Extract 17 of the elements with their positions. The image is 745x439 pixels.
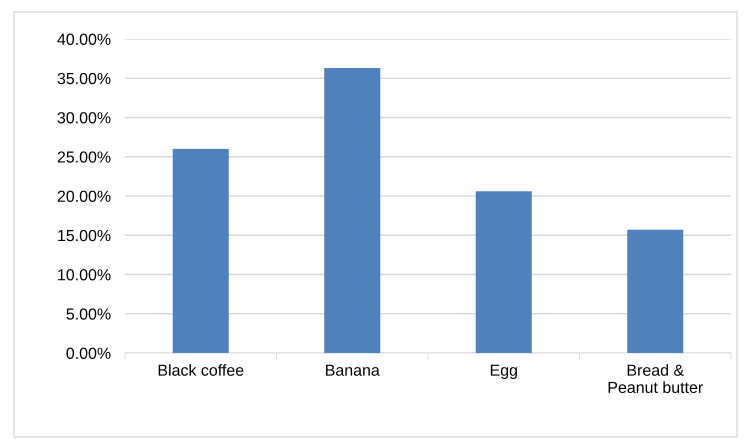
y-tick-label: 0.00%	[66, 348, 111, 359]
bar	[476, 191, 532, 353]
x-tick-label: Egg	[490, 364, 517, 379]
y-tick-label: 25.00%	[58, 151, 111, 163]
y-tick-label: 40.00%	[57, 34, 111, 45]
bar	[172, 148, 229, 353]
y-tick-label: 20.00%	[58, 190, 111, 202]
y-tick-label: 15.00%	[58, 230, 111, 242]
y-tick-label: 5.00%	[66, 308, 111, 320]
bar	[324, 68, 380, 353]
x-tick-label: Black coffee	[158, 364, 244, 376]
x-tick-label: Bread & Peanut butter	[608, 364, 703, 394]
y-tick-label: 35.00%	[58, 72, 111, 84]
y-tick-label: 10.00%	[58, 269, 111, 280]
x-tick-label: Banana	[326, 364, 380, 376]
y-tick-label: 30.00%	[58, 112, 111, 124]
bar	[627, 230, 684, 353]
